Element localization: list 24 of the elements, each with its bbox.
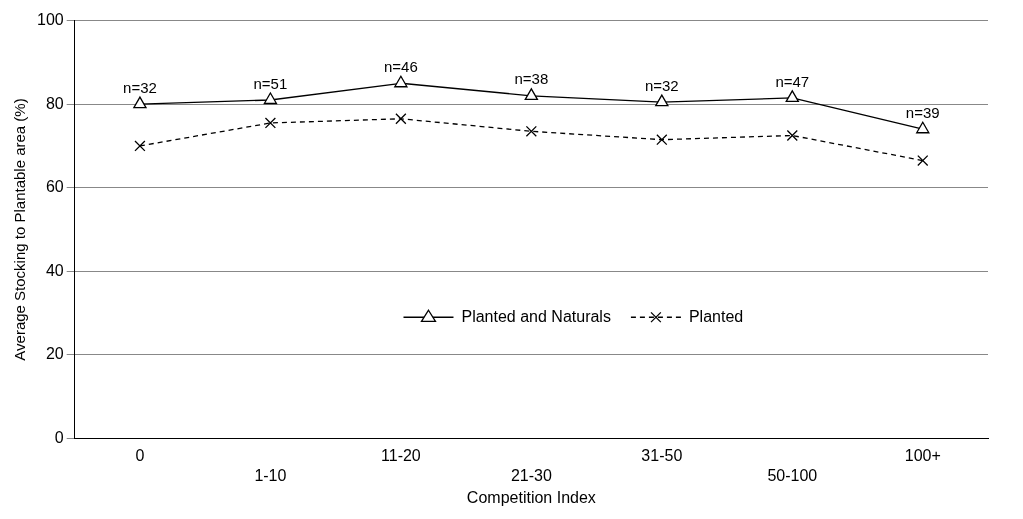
annotation: n=39 — [905, 103, 940, 121]
annotation: n=47 — [775, 72, 810, 90]
x-tick-label: 1-10 — [254, 466, 287, 484]
annotation: n=32 — [123, 78, 157, 96]
legend-label: Planted and Naturals — [461, 307, 611, 325]
x-axis-title: Competition Index — [466, 488, 596, 506]
x-tick-label: 100+ — [904, 447, 941, 465]
y-tick-label: 60 — [45, 178, 64, 196]
legend-label: Planted — [688, 307, 744, 325]
y-tick-label: 20 — [45, 345, 64, 363]
x-tick-label: 21-30 — [510, 466, 552, 484]
x-tick-label: 31-50 — [641, 447, 683, 465]
y-tick-label: 100 — [36, 11, 64, 29]
annotation: n=46 — [383, 57, 418, 75]
y-tick-label: 40 — [45, 261, 64, 279]
annotation: n=38 — [514, 70, 549, 88]
y-axis-title: Average Stocking to Plantable area (%) — [11, 98, 29, 361]
annotation: n=32 — [644, 76, 679, 94]
x-tick-label: 11-20 — [381, 447, 421, 465]
x-tick-label: 0 — [135, 447, 145, 465]
x-tick-label: 50-100 — [767, 466, 818, 484]
annotation: n=51 — [253, 74, 288, 92]
y-tick-label: 80 — [45, 94, 64, 112]
y-tick-label: 0 — [54, 428, 64, 446]
